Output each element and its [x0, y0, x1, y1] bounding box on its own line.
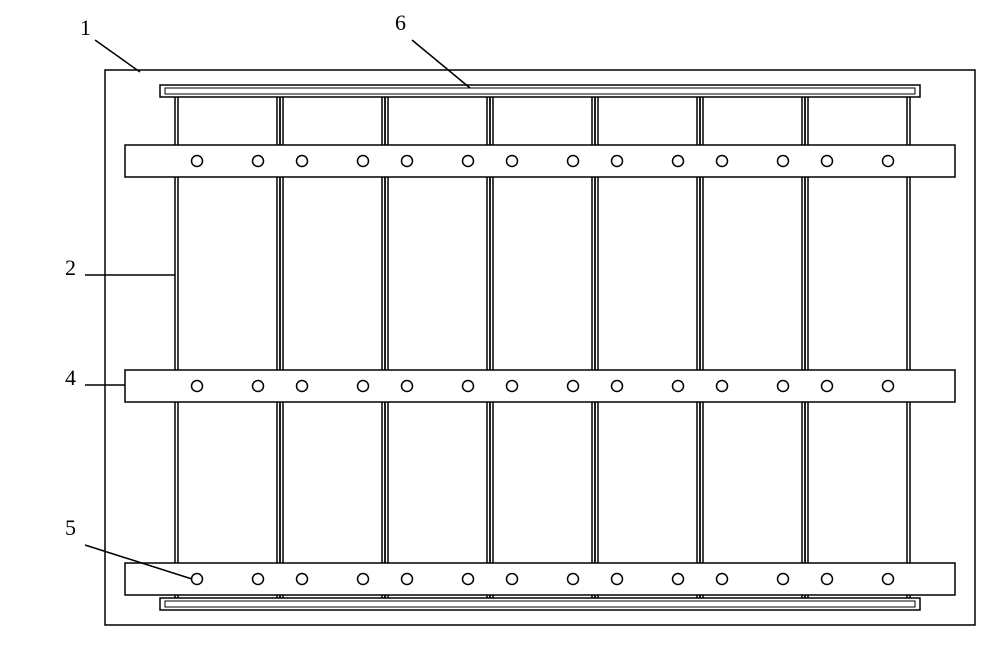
slim-bar-bottom: [160, 598, 920, 610]
diagram-canvas: 1 6 2 4 5: [0, 0, 1000, 645]
horizontal-bar-1: [125, 370, 955, 402]
slim-bar-top: [160, 85, 920, 97]
horizontal-bar-2: [125, 563, 955, 595]
callout-label: 4: [65, 365, 76, 390]
callout-label: 6: [395, 10, 406, 35]
horizontal-bar-0: [125, 145, 955, 177]
callout-label: 2: [65, 255, 76, 280]
callout-label: 5: [65, 515, 76, 540]
callout-label: 1: [80, 15, 91, 40]
